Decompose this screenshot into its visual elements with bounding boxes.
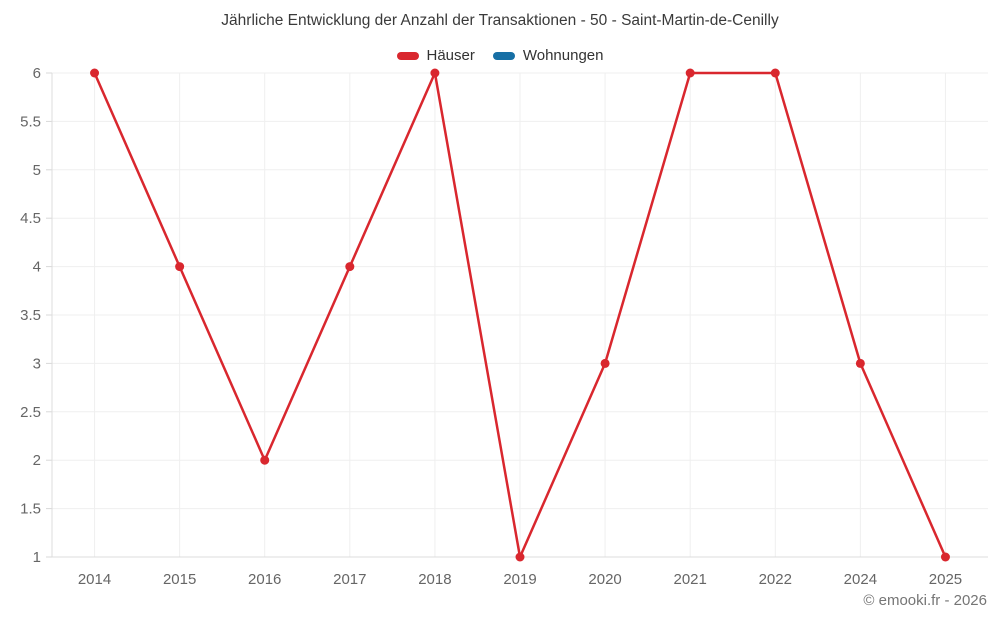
- y-axis-label: 3.5: [20, 307, 41, 324]
- chart-title: Jährliche Entwicklung der Anzahl der Tra…: [221, 12, 779, 29]
- data-point: [345, 262, 355, 272]
- y-axis-label: 6: [33, 65, 41, 82]
- y-axis-label: 2.5: [20, 404, 41, 421]
- x-axis-label: 2019: [503, 571, 536, 588]
- data-point: [260, 455, 270, 465]
- x-axis-label: 2021: [673, 571, 706, 588]
- y-axis-label: 4.5: [20, 210, 41, 227]
- data-point: [430, 68, 440, 78]
- x-axis-label: 2022: [759, 571, 792, 588]
- data-point: [515, 552, 525, 562]
- x-axis-label: 2025: [929, 571, 962, 588]
- x-axis-label: 2017: [333, 571, 366, 588]
- y-axis-label: 1: [33, 549, 41, 566]
- x-axis-label: 2016: [248, 571, 281, 588]
- y-axis-label: 3: [33, 355, 41, 372]
- legend-item-label: Häuser: [426, 47, 475, 64]
- data-point: [940, 552, 950, 562]
- y-axis-label: 1.5: [20, 501, 41, 518]
- data-point: [600, 358, 610, 368]
- legend-item-wohnungen[interactable]: Wohnungen: [492, 47, 604, 64]
- haeuser-series-swatch: [396, 51, 419, 60]
- y-axis-label: 4: [33, 259, 41, 276]
- data-point: [175, 262, 185, 272]
- x-axis-label: 2020: [588, 571, 621, 588]
- x-axis-label: 2018: [418, 571, 451, 588]
- data-point: [685, 68, 695, 78]
- legend-item-haeuser[interactable]: Häuser: [396, 47, 475, 64]
- y-axis-label: 5.5: [20, 113, 41, 130]
- y-axis-label: 5: [33, 162, 41, 179]
- legend: Häuser Wohnungen: [0, 47, 1000, 64]
- wohnungen-series-swatch: [492, 51, 515, 60]
- legend-item-label: Wohnungen: [522, 47, 604, 64]
- data-point: [855, 358, 865, 368]
- x-axis-label: 2015: [163, 571, 196, 588]
- x-axis-label: 2024: [844, 571, 877, 588]
- data-point: [90, 68, 100, 78]
- y-axis-label: 2: [33, 452, 41, 469]
- x-axis-label: 2014: [78, 571, 111, 588]
- data-point: [770, 68, 780, 78]
- attribution: © emooki.fr - 2026: [863, 592, 987, 609]
